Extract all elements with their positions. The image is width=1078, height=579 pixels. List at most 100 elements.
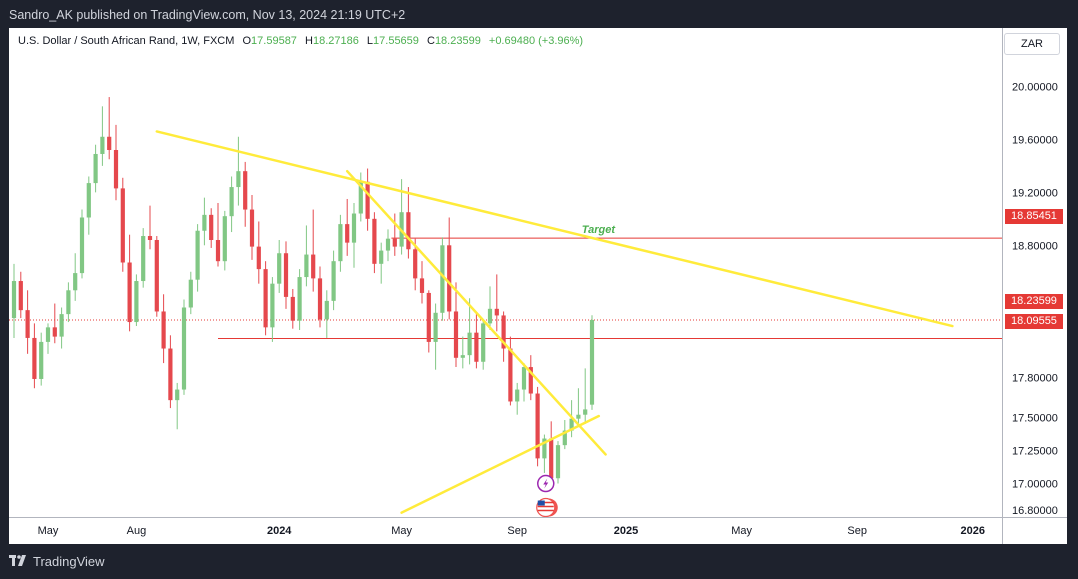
candle: [515, 382, 520, 415]
candle: [549, 421, 554, 485]
candle: [181, 299, 187, 395]
candle-body: [86, 183, 91, 218]
close-value: 18.23599: [434, 35, 481, 47]
candle: [256, 221, 261, 284]
candle-body: [440, 245, 445, 313]
candle: [222, 210, 227, 271]
candle: [127, 234, 132, 332]
candle: [345, 198, 350, 256]
candle: [73, 253, 78, 301]
symbol-title: U.S. Dollar / South African Rand, 1W, FX…: [18, 35, 235, 47]
candle-body: [18, 281, 23, 311]
candle: [447, 217, 452, 320]
candle: [433, 303, 438, 370]
candle-body: [419, 278, 425, 293]
candle: [66, 282, 71, 323]
current-price-tag: 18.23599: [1005, 294, 1063, 309]
candle-body: [515, 389, 520, 402]
candle: [283, 241, 289, 309]
flag-canton: [537, 500, 545, 506]
candle-body: [385, 238, 391, 251]
candle-body: [555, 445, 561, 479]
candle-body: [501, 315, 506, 349]
high-label: H: [305, 35, 313, 47]
candle-body: [243, 171, 248, 210]
candle: [141, 228, 146, 288]
trendline: [345, 169, 607, 456]
candle-body: [209, 214, 214, 240]
candle: [385, 229, 391, 262]
y-tick-label: 19.60000: [1012, 134, 1058, 146]
candle-body: [120, 188, 125, 263]
candle: [555, 441, 561, 484]
y-tick-label: 16.80000: [1012, 505, 1058, 517]
candle-body: [161, 311, 166, 349]
candle-body: [406, 212, 411, 250]
candle: [100, 106, 105, 166]
candle: [86, 176, 91, 235]
y-tick-label: 17.50000: [1012, 412, 1058, 424]
y-tick-label: 17.00000: [1012, 479, 1058, 491]
candle: [426, 290, 431, 353]
candle: [168, 335, 173, 409]
target-level-price-tag: 18.85451: [1005, 209, 1063, 224]
target-annotation: Target: [582, 224, 617, 236]
candle: [576, 388, 581, 426]
x-tick-label: 2024: [267, 525, 292, 537]
candle-body: [311, 254, 316, 279]
trendline: [400, 414, 601, 514]
candle-body: [379, 250, 384, 264]
open-value: 17.59587: [251, 35, 297, 47]
candle-body: [576, 414, 581, 419]
candle-body: [297, 277, 302, 321]
candle: [521, 363, 527, 402]
candle-body: [535, 393, 540, 459]
candle-body: [508, 348, 513, 402]
candle-body: [25, 310, 30, 338]
candle-body: [589, 319, 595, 405]
close-label: C: [426, 35, 435, 47]
y-tick-label: 20.00000: [1012, 81, 1058, 93]
candle-body: [413, 249, 418, 279]
candle-body: [290, 296, 295, 321]
candle: [467, 298, 472, 365]
candle: [134, 274, 139, 327]
candle-body: [147, 236, 153, 240]
chart-frame[interactable]: 20.0000019.6000019.2000018.8000018.40000…: [9, 28, 1067, 544]
candle-body: [263, 269, 268, 328]
change-value: +0.69480 (+3.96%): [488, 35, 584, 47]
candle-body: [127, 262, 132, 323]
currency-button[interactable]: ZAR: [1004, 33, 1060, 55]
candle: [304, 225, 309, 287]
candle-body: [426, 292, 431, 342]
candle-body: [45, 327, 51, 342]
y-tick-label: 17.80000: [1012, 373, 1058, 385]
candle: [419, 261, 425, 304]
candle: [113, 124, 119, 201]
candle-body: [460, 355, 465, 358]
candle-body: [175, 389, 180, 401]
candle: [120, 177, 125, 272]
candle: [460, 336, 465, 369]
publish-header: Sandro_AK published on TradingView.com, …: [0, 0, 1078, 28]
candle: [107, 97, 112, 160]
candle: [93, 144, 98, 193]
tradingview-logo-icon: [9, 555, 26, 566]
candle-body: [433, 312, 438, 342]
candle-body: [317, 278, 323, 320]
candle-body: [93, 153, 98, 184]
candle-body: [583, 409, 588, 415]
candle-body: [154, 240, 159, 312]
candle: [535, 386, 540, 467]
low-label: L: [366, 35, 374, 47]
candle: [481, 320, 486, 370]
footer-brand[interactable]: TradingView: [33, 554, 105, 569]
candle: [11, 263, 17, 338]
candle-body: [528, 367, 533, 394]
candle-body: [11, 281, 17, 319]
price-chart[interactable]: 20.0000019.6000019.2000018.8000018.40000…: [9, 28, 1067, 544]
candle: [175, 382, 180, 430]
candle: [331, 250, 336, 311]
candle-body: [256, 246, 261, 270]
candle-body: [549, 438, 554, 479]
